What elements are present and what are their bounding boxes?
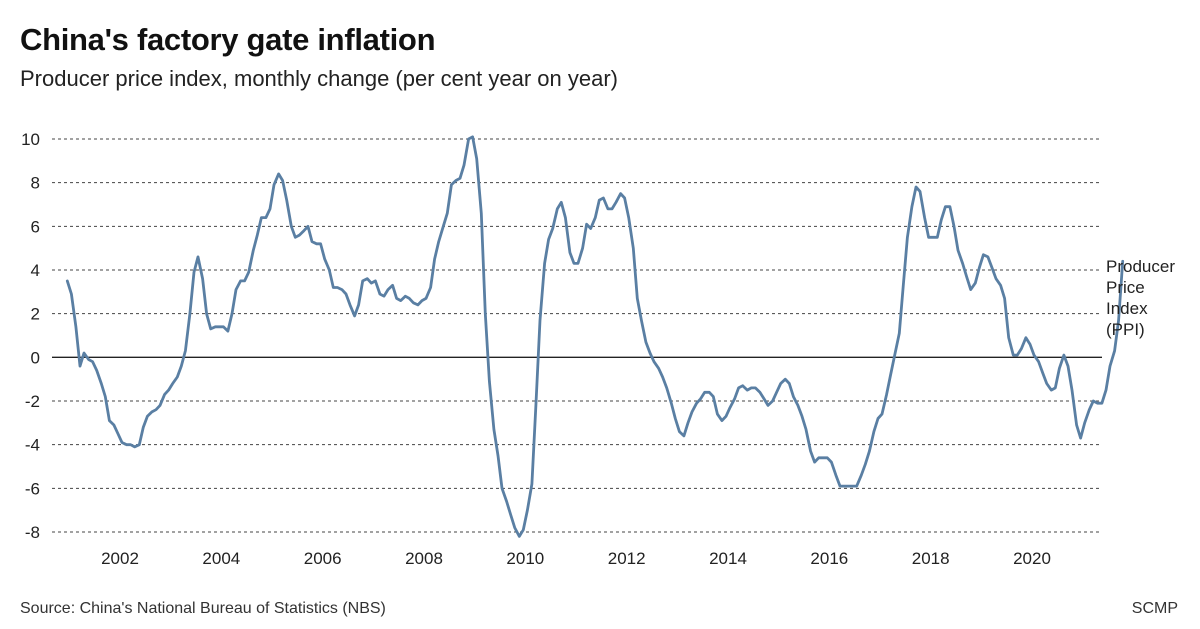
y-tick-label: -6 xyxy=(25,479,40,498)
series-label-line: Producer xyxy=(1106,257,1175,276)
y-tick-label: -4 xyxy=(25,436,40,455)
x-tick-label: 2018 xyxy=(912,549,950,568)
y-tick-label: 6 xyxy=(31,217,40,236)
x-tick-label: 2012 xyxy=(608,549,646,568)
x-tick-label: 2004 xyxy=(202,549,240,568)
y-tick-label: 8 xyxy=(31,174,40,193)
x-tick-label: 2016 xyxy=(810,549,848,568)
y-axis-ticks: 10 8 6 4 2 0 -2 -4 -6 -8 xyxy=(21,130,40,542)
grid-lines xyxy=(52,138,1102,533)
y-tick-label: 0 xyxy=(31,348,40,367)
series-layer xyxy=(65,135,1125,538)
x-tick-label: 2008 xyxy=(405,549,443,568)
ppi-series-line xyxy=(65,135,1125,538)
x-axis-ticks: 2002 2004 2006 2008 2010 2012 2014 2016 2018 2020 xyxy=(101,549,1051,568)
x-tick-label: 2006 xyxy=(304,549,342,568)
x-tick-label: 2010 xyxy=(506,549,544,568)
source-note: Source: China's National Bureau of Stati… xyxy=(20,600,386,617)
x-tick-label: 2002 xyxy=(101,549,139,568)
series-label-line: Index xyxy=(1106,299,1148,318)
y-tick-label: -2 xyxy=(25,392,40,411)
series-label-line: Price xyxy=(1106,278,1145,297)
chart-subtitle: Producer price index, monthly change (pe… xyxy=(20,66,618,91)
y-tick-label: 10 xyxy=(21,130,40,149)
credit-note: SCMP xyxy=(1131,600,1178,617)
x-tick-label: 2020 xyxy=(1013,549,1051,568)
x-tick-label: 2014 xyxy=(709,549,747,568)
y-tick-label: 4 xyxy=(31,261,40,280)
y-tick-label: -8 xyxy=(25,523,40,542)
series-label: Producer Price Index (PPI) xyxy=(1106,257,1175,339)
chart-title: China's factory gate inflation xyxy=(20,22,436,57)
series-label-line: (PPI) xyxy=(1106,320,1145,339)
y-tick-label: 2 xyxy=(31,305,40,324)
